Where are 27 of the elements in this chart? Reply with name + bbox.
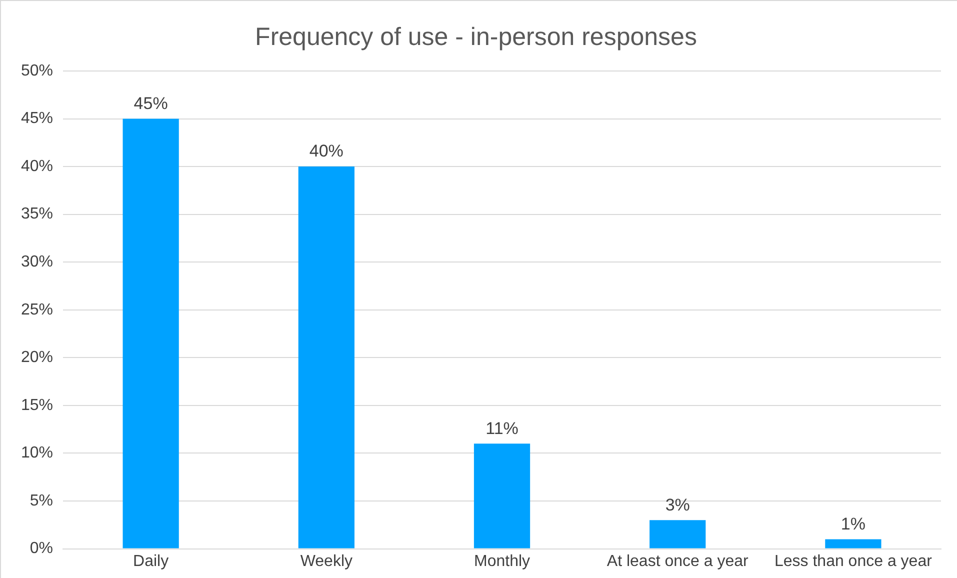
x-tick-label: Daily bbox=[133, 552, 169, 570]
data-label: 1% bbox=[840, 514, 866, 534]
x-tick-label: At least once a year bbox=[606, 552, 749, 570]
bar bbox=[825, 539, 882, 548]
chart-title: Frequency of use - in-person responses bbox=[255, 22, 697, 51]
y-tick-label: 35% bbox=[20, 206, 54, 223]
x-tick-label: Less than once a year bbox=[774, 552, 933, 570]
bar bbox=[650, 520, 706, 548]
bar bbox=[474, 444, 530, 548]
data-label: 40% bbox=[309, 142, 344, 161]
bar bbox=[298, 166, 354, 548]
y-tick-label: 0% bbox=[30, 540, 54, 558]
y-tick-label: 30% bbox=[20, 254, 54, 271]
data-label: 3% bbox=[665, 495, 690, 514]
y-tick-label: 20% bbox=[20, 349, 54, 366]
x-tick-label: Weekly bbox=[300, 552, 352, 570]
y-tick-label: 5% bbox=[30, 492, 54, 510]
y-tick-label: 15% bbox=[20, 396, 54, 414]
y-tick-label: 25% bbox=[20, 301, 54, 318]
x-tick-label: Monthly bbox=[474, 552, 530, 570]
bar bbox=[122, 118, 179, 548]
data-label: 45% bbox=[134, 94, 168, 113]
y-tick-label: 50% bbox=[20, 62, 54, 80]
y-tick-label: 45% bbox=[20, 110, 54, 128]
y-tick-label: 10% bbox=[20, 444, 54, 462]
data-label: 11% bbox=[486, 418, 518, 438]
y-tick-label: 40% bbox=[20, 158, 54, 175]
